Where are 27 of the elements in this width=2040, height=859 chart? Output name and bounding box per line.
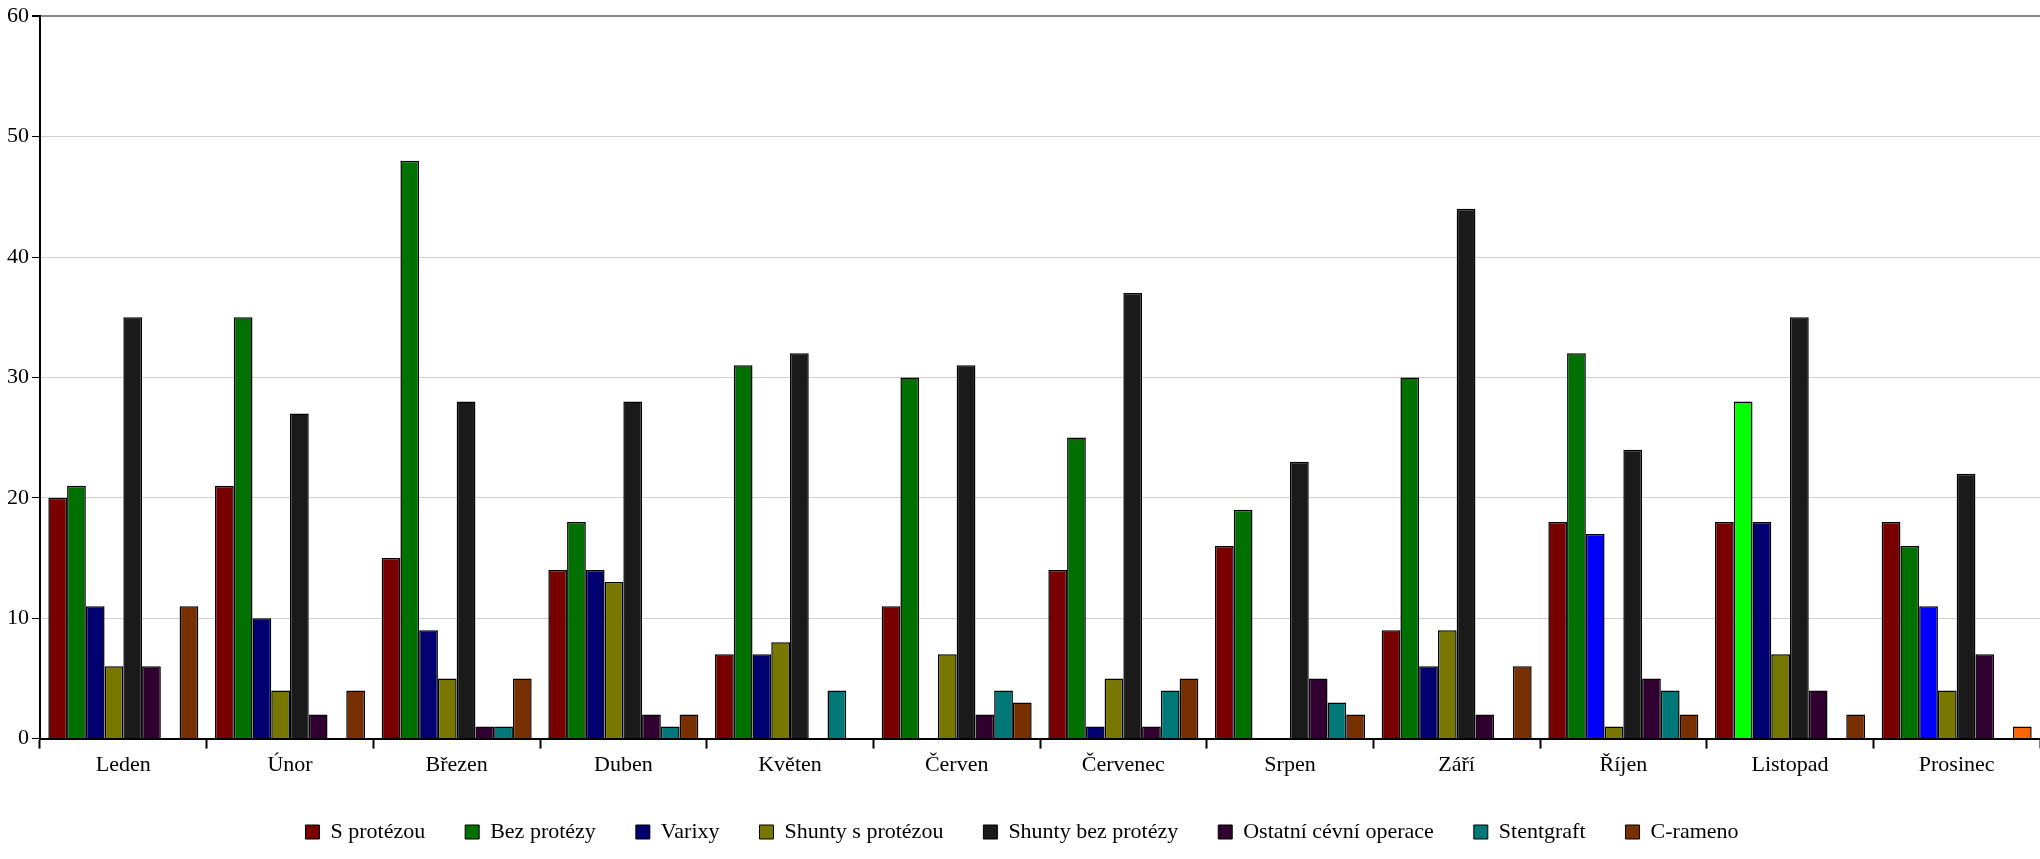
legend-label: Varixy: [660, 817, 720, 843]
x-tick-label: Únor: [267, 750, 314, 776]
x-tick-label: Březen: [425, 750, 488, 776]
y-tick-label: 50: [7, 122, 29, 148]
x-tick-label: Srpen: [1264, 750, 1316, 776]
y-tick-label: 40: [7, 242, 29, 268]
x-tick-label: Říjen: [1599, 750, 1648, 776]
legend-label: Bez protézy: [490, 817, 596, 843]
y-tick-label: 20: [7, 483, 29, 509]
legend-label: Shunty bez protézy: [1008, 817, 1179, 843]
y-tick-label: 0: [18, 724, 29, 750]
x-tick-label: Červen: [924, 750, 989, 776]
x-tick-label: Prosinec: [1918, 750, 1995, 776]
y-tick-label: 30: [7, 363, 29, 389]
y-tick-label: 60: [7, 1, 29, 27]
x-tick-label: Září: [1438, 750, 1475, 776]
x-tick-label: Listopad: [1751, 750, 1829, 776]
legend-label: Stentgraft: [1498, 817, 1586, 843]
x-tick-label: Leden: [95, 750, 151, 776]
legend-label: Ostatní cévní operace: [1243, 817, 1434, 843]
legend-label: C-rameno: [1650, 817, 1739, 843]
y-tick-label: 10: [7, 603, 29, 629]
x-tick-label: Červenec: [1081, 750, 1166, 776]
x-tick-label: Květen: [758, 750, 822, 776]
x-tick-label: Duben: [594, 750, 653, 776]
legend-label: S protézou: [330, 817, 426, 843]
legend-label: Shunty s protézou: [784, 817, 944, 843]
